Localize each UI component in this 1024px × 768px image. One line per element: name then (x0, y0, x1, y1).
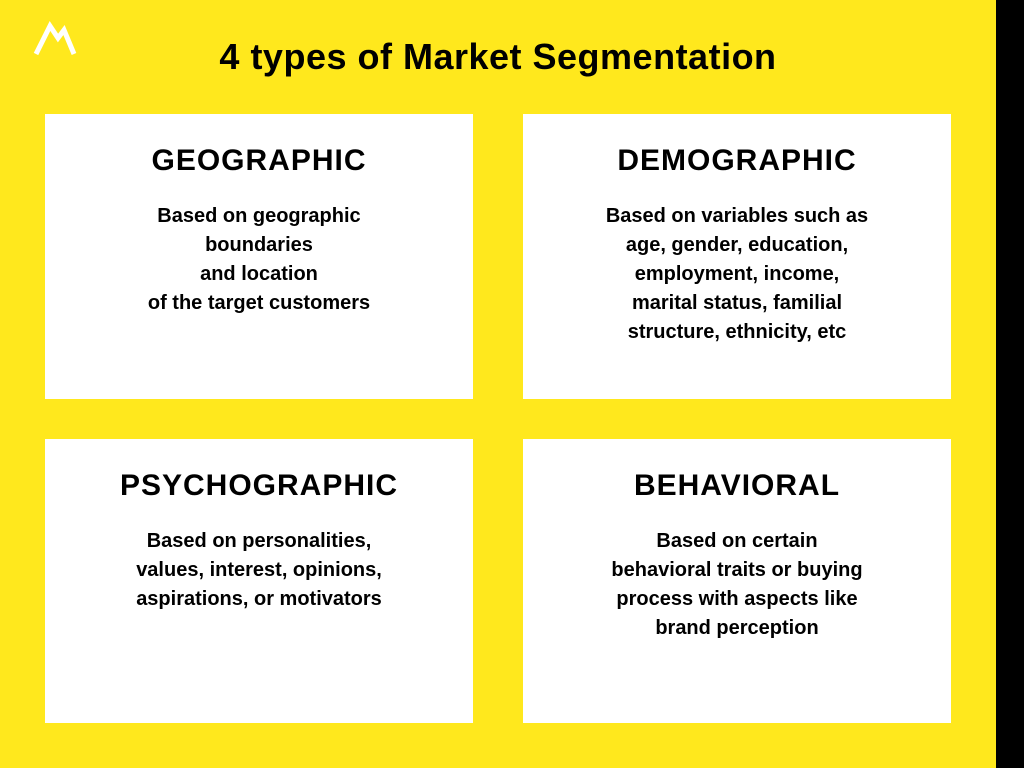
desc-line: marital status, familial (606, 289, 868, 318)
card-description: Based on certain behavioral traits or bu… (611, 527, 862, 643)
card-demographic: DEMOGRAPHIC Based on variables such as a… (523, 114, 951, 399)
page-title: 4 types of Market Segmentation (45, 36, 951, 78)
desc-line: of the target customers (148, 289, 370, 318)
desc-line: process with aspects like (611, 585, 862, 614)
card-heading: DEMOGRAPHIC (617, 144, 856, 178)
card-grid: GEOGRAPHIC Based on geographic boundarie… (45, 114, 951, 723)
logo-icon (28, 18, 78, 63)
desc-line: aspirations, or motivators (136, 585, 382, 614)
card-geographic: GEOGRAPHIC Based on geographic boundarie… (45, 114, 473, 399)
main-region: 4 types of Market Segmentation GEOGRAPHI… (0, 0, 996, 768)
page-container: 4 types of Market Segmentation GEOGRAPHI… (0, 0, 1024, 768)
desc-line: values, interest, opinions, (136, 556, 382, 585)
card-description: Based on geographic boundaries and locat… (148, 202, 370, 318)
desc-line: Based on certain (611, 527, 862, 556)
desc-line: and location (148, 260, 370, 289)
desc-line: age, gender, education, (606, 231, 868, 260)
card-heading: BEHAVIORAL (634, 469, 840, 503)
desc-line: brand perception (611, 614, 862, 643)
card-heading: GEOGRAPHIC (151, 144, 366, 178)
card-description: Based on variables such as age, gender, … (606, 202, 868, 347)
desc-line: employment, income, (606, 260, 868, 289)
desc-line: behavioral traits or buying (611, 556, 862, 585)
desc-line: Based on variables such as (606, 202, 868, 231)
accent-strip (996, 0, 1024, 768)
card-psychographic: PSYCHOGRAPHIC Based on personalities, va… (45, 439, 473, 724)
desc-line: structure, ethnicity, etc (606, 318, 868, 347)
desc-line: Based on personalities, (136, 527, 382, 556)
card-description: Based on personalities, values, interest… (136, 527, 382, 614)
card-behavioral: BEHAVIORAL Based on certain behavioral t… (523, 439, 951, 724)
desc-line: Based on geographic (148, 202, 370, 231)
desc-line: boundaries (148, 231, 370, 260)
card-heading: PSYCHOGRAPHIC (120, 469, 398, 503)
